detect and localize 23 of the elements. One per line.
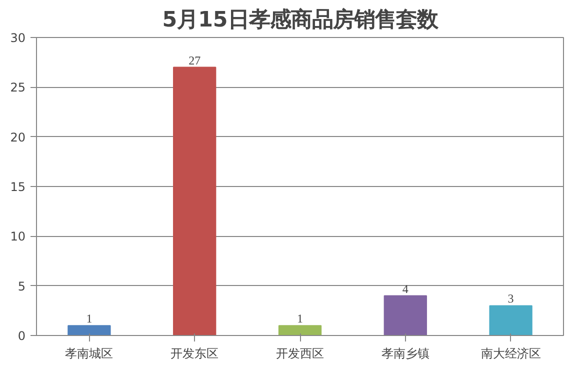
y-tick-label: 30: [10, 31, 26, 45]
y-tick-label: 20: [10, 130, 26, 144]
data-label: 1: [297, 312, 303, 326]
data-label: 27: [188, 53, 201, 68]
bar: [489, 305, 532, 336]
data-label: 4: [402, 282, 408, 296]
bar: [384, 295, 427, 336]
x-tick-label: 开发西区: [276, 346, 324, 360]
data-label: 3: [508, 292, 514, 306]
y-tick-label: 0: [18, 329, 26, 343]
bar: [173, 66, 216, 336]
x-tick-label: 孝南乡镇: [381, 346, 430, 360]
y-tick-label: 25: [10, 80, 26, 95]
x-tick-label: 南大经济区: [480, 346, 541, 360]
bar: [278, 325, 322, 336]
x-tick-label: 孝南城区: [65, 346, 114, 360]
data-label: 1: [86, 312, 92, 326]
y-tick-label: 15: [10, 180, 26, 194]
chart-title: 5月15日孝感商品房销售套数: [162, 8, 439, 32]
y-tick-label: 10: [10, 230, 26, 244]
y-tick-label: 5: [18, 279, 26, 294]
bar: [68, 325, 111, 336]
x-tick-label: 开发东区: [170, 346, 219, 360]
